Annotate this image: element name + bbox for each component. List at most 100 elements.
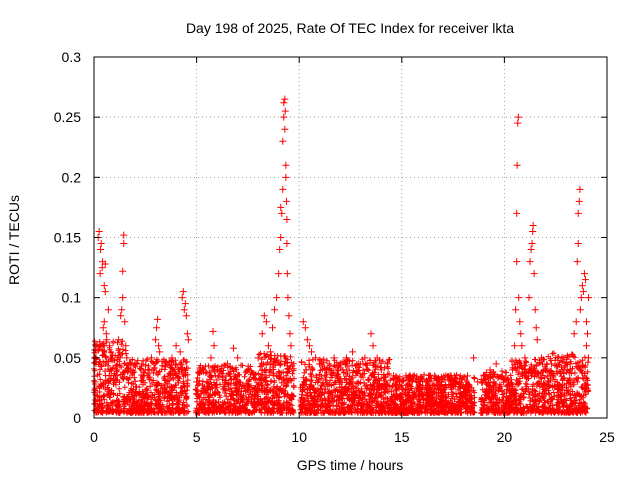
data-point — [414, 375, 422, 383]
data-point — [282, 161, 290, 169]
data-point — [470, 354, 478, 362]
data-point — [260, 312, 268, 320]
y-tick-label: 0.3 — [62, 49, 82, 65]
data-point — [486, 366, 494, 374]
data-point — [570, 330, 578, 338]
data-point — [117, 312, 125, 320]
data-point — [100, 282, 108, 290]
data-point — [513, 161, 521, 169]
data-point — [180, 306, 188, 314]
data-point — [172, 342, 180, 350]
x-tick-label: 0 — [90, 429, 98, 445]
y-tick-label: 0.15 — [54, 230, 81, 246]
data-point — [101, 288, 109, 296]
y-tick-label: 0.25 — [54, 109, 81, 125]
data-point — [285, 312, 293, 320]
data-point — [103, 336, 111, 344]
data-point — [349, 348, 357, 356]
x-tick-labels: 0 5 10 15 20 25 — [90, 429, 615, 445]
x-tick-label: 20 — [497, 429, 513, 445]
data-point — [115, 336, 123, 344]
data-point — [282, 197, 290, 205]
data-point — [96, 270, 104, 278]
data-point — [303, 336, 311, 344]
data-point — [283, 240, 291, 248]
data-point — [574, 240, 582, 248]
data-point — [305, 342, 313, 350]
data-point — [193, 378, 201, 386]
data-point — [120, 231, 128, 239]
data-point — [439, 375, 447, 383]
data-point — [474, 378, 482, 386]
data-point — [287, 342, 295, 350]
data-point — [152, 336, 160, 344]
x-tick-label: 25 — [599, 429, 615, 445]
data-point — [480, 372, 488, 380]
data-point — [582, 342, 590, 350]
data-point — [369, 342, 377, 350]
data-point — [299, 318, 307, 326]
data-point — [123, 354, 131, 362]
data-point — [529, 221, 537, 229]
data-point — [141, 366, 149, 374]
data-point — [308, 348, 316, 356]
data-point — [515, 294, 523, 302]
data-point — [279, 137, 287, 145]
data-point — [512, 306, 520, 314]
data-point — [578, 282, 586, 290]
data-point — [119, 267, 127, 275]
data-point — [282, 173, 290, 181]
data-point — [104, 306, 112, 314]
x-axis-label: GPS time / hours — [297, 457, 404, 473]
data-point — [585, 294, 593, 302]
data-point — [275, 270, 283, 278]
data-point — [514, 113, 522, 121]
data-point — [168, 354, 176, 362]
data-point — [277, 203, 285, 211]
data-point — [408, 378, 416, 386]
data-point — [244, 366, 252, 374]
data-point — [529, 227, 537, 235]
data-point — [101, 260, 109, 268]
x-tick-label: 5 — [193, 429, 201, 445]
data-point — [566, 360, 574, 368]
data-point — [455, 378, 463, 386]
data-point — [355, 360, 363, 368]
y-axis-label: ROTI / TECUs — [6, 195, 22, 285]
data-point — [210, 342, 218, 350]
data-point — [283, 270, 291, 278]
data-point — [390, 372, 398, 380]
data-point — [572, 318, 580, 326]
data-point — [280, 113, 288, 121]
data-point — [98, 264, 106, 272]
data-point — [531, 306, 539, 314]
data-point — [262, 318, 270, 326]
data-point — [281, 107, 289, 115]
data-point — [548, 360, 556, 368]
data-point — [269, 324, 277, 332]
data-point — [585, 354, 593, 362]
data-point — [528, 240, 536, 248]
data-point — [284, 294, 292, 302]
data-point — [155, 342, 163, 350]
data-point — [179, 288, 187, 296]
data-point — [342, 354, 350, 362]
data-point — [516, 318, 524, 326]
data-point — [154, 315, 162, 323]
data-point — [209, 327, 217, 335]
data-point — [100, 318, 108, 326]
y-tick-labels: 0 0.05 0.1 0.15 0.2 0.25 0.3 — [54, 49, 81, 426]
data-point — [118, 306, 126, 314]
data-point — [122, 342, 130, 350]
grid-lines — [94, 57, 607, 418]
data-point — [383, 360, 391, 368]
data-point — [273, 294, 281, 302]
data-point — [422, 378, 430, 386]
data-point — [517, 330, 525, 338]
data-point — [223, 360, 231, 368]
data-point — [230, 344, 238, 352]
data-point — [121, 318, 129, 326]
data-point — [521, 354, 529, 362]
data-point — [153, 324, 161, 332]
y-tick-label: 0.1 — [62, 290, 82, 306]
